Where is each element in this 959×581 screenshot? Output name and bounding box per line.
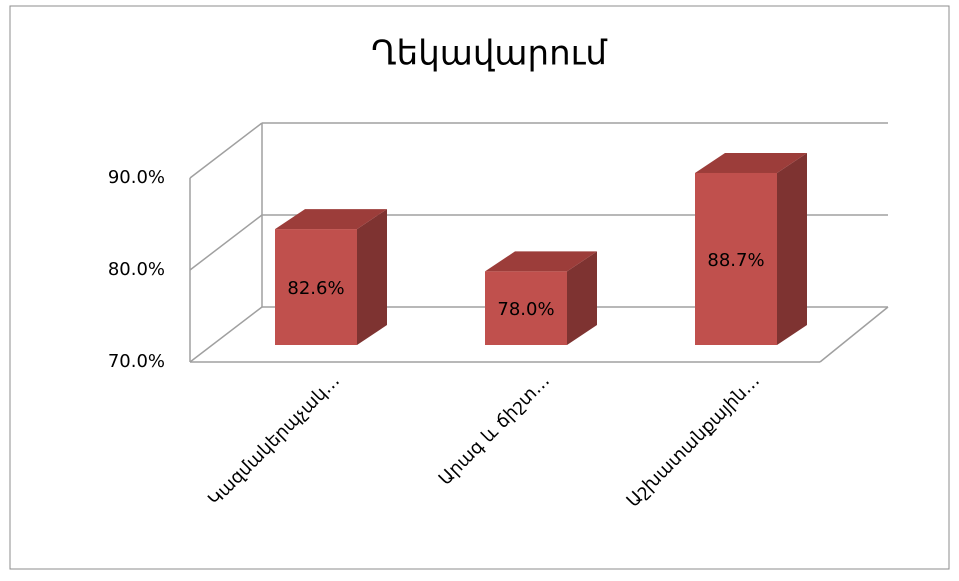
y-tick-label: 70.0% xyxy=(108,351,165,372)
grid-line-side xyxy=(189,214,263,271)
y-tick-label: 90.0% xyxy=(108,167,165,188)
chart-title: Ղեկավարում xyxy=(371,34,607,74)
bar xyxy=(695,172,777,345)
bar-top xyxy=(695,152,807,173)
bar-top xyxy=(275,209,387,230)
grid-line-side xyxy=(189,122,263,179)
chart-border xyxy=(9,5,950,570)
bar-side xyxy=(357,209,387,345)
y-tick-label: 80.0% xyxy=(108,259,165,280)
data-label: 78.0% xyxy=(497,299,554,320)
bar xyxy=(275,229,357,345)
bar-side xyxy=(567,251,597,345)
bar-top xyxy=(485,251,597,272)
data-label: 82.6% xyxy=(287,278,344,299)
bar xyxy=(485,271,567,345)
bar-side xyxy=(777,152,807,345)
data-label: 88.7% xyxy=(707,250,764,271)
grid-line-side xyxy=(189,306,263,363)
